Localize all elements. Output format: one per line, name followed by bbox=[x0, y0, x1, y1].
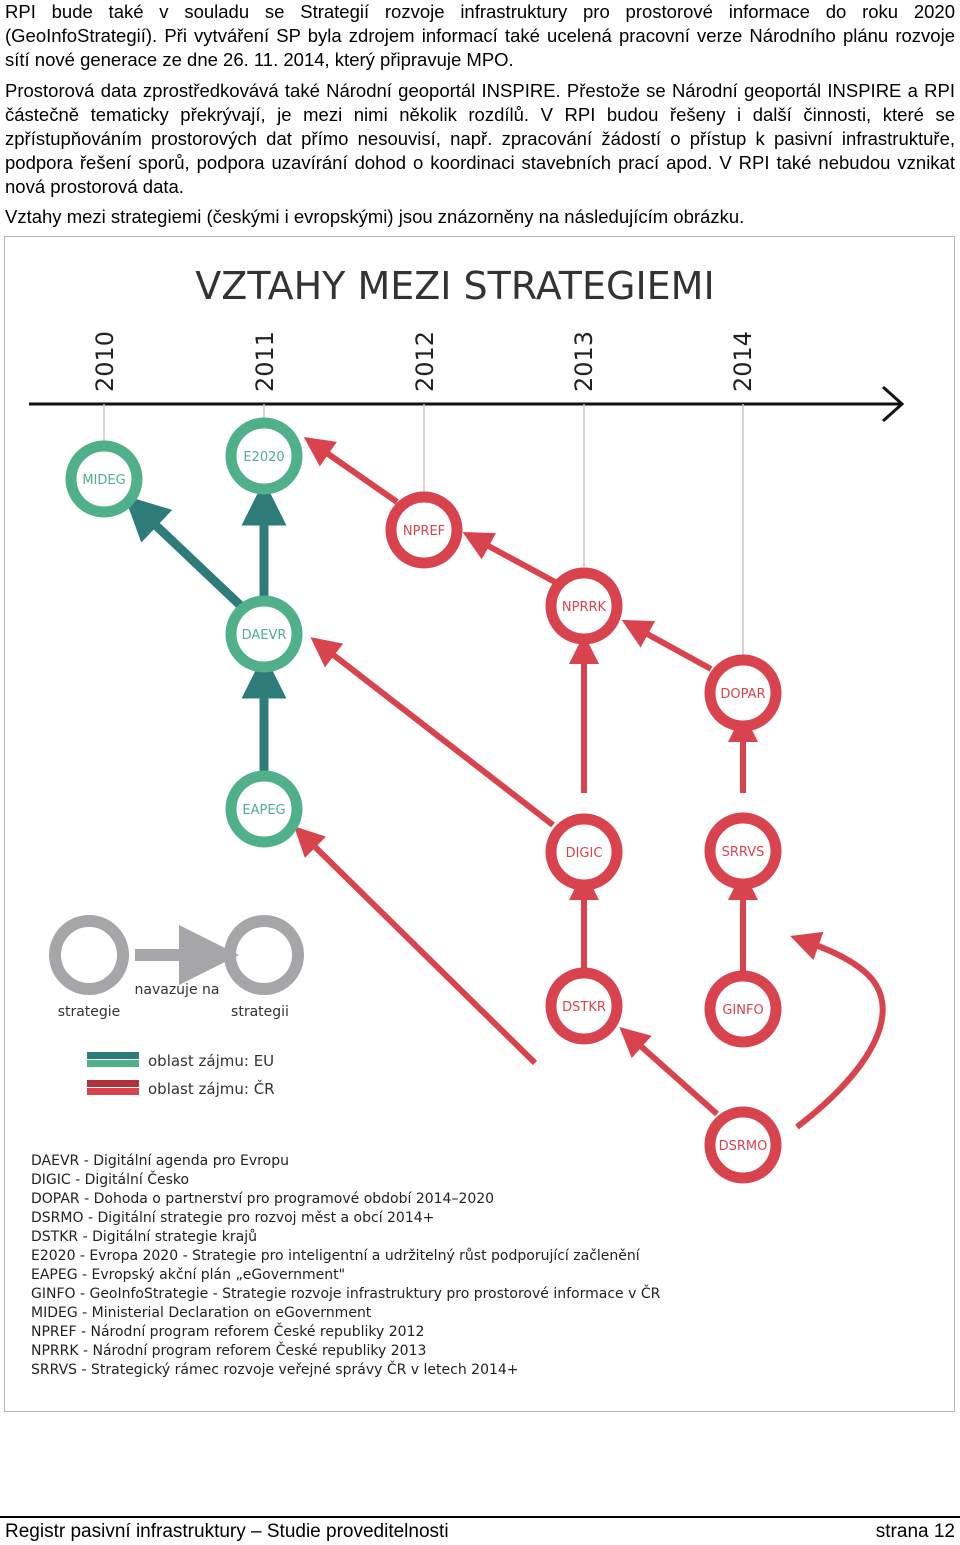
arrow-npref-to-e2020 bbox=[303, 436, 399, 505]
arrow-dsrmo-to-srrvs bbox=[790, 931, 886, 1130]
abbreviation-item: NPRRK - Národní program reforem České re… bbox=[31, 1343, 427, 1359]
year-2011: 2011 bbox=[251, 331, 279, 392]
timeline-arrowhead bbox=[881, 385, 905, 423]
node-dopar bbox=[704, 654, 782, 732]
abbreviation-item: DIGIC - Digitální Česko bbox=[31, 1172, 190, 1188]
node-label-nprrk: NPRRK bbox=[562, 600, 607, 615]
footer-rule bbox=[0, 1516, 960, 1518]
key-cz-label: oblast zájmu: ČR bbox=[148, 1079, 275, 1098]
paragraph-inspire-geoportal: Prostorová data zprostředkovává také Nár… bbox=[5, 80, 955, 197]
node-label-mideg: MIDEG bbox=[82, 473, 125, 488]
node-srrvs bbox=[704, 812, 782, 890]
key-cz-swatch-top bbox=[87, 1080, 139, 1087]
node-digic bbox=[545, 813, 623, 891]
year-2014: 2014 bbox=[729, 331, 757, 392]
key-cz-swatch-bottom bbox=[87, 1088, 139, 1095]
footer-page-number: strana 12 bbox=[875, 1521, 955, 1542]
key-strategy-right-label: strategii bbox=[231, 1004, 289, 1020]
key-strategy-circle-right bbox=[224, 915, 304, 995]
node-label-dstkr: DSTKR bbox=[562, 1000, 606, 1015]
strategy-relations-figure: VZTAHY MEZI STRATEGIEMI 2010 2011 2012 2… bbox=[4, 236, 955, 1412]
node-daevr bbox=[225, 595, 303, 673]
node-dsrmo bbox=[704, 1106, 782, 1184]
key-strategy-left-label: strategie bbox=[58, 1004, 121, 1020]
footer-document-title: Registr pasivní infrastruktury – Studie … bbox=[5, 1521, 449, 1542]
arrow-dstkr-to-eapeg bbox=[294, 826, 538, 1066]
node-label-dopar: DOPAR bbox=[720, 687, 765, 702]
key-eu-swatch-bottom bbox=[87, 1060, 139, 1067]
key-relation-label: navazuje na bbox=[135, 982, 220, 998]
key-strategy-circle-left bbox=[49, 915, 129, 995]
arrow-digic-to-daevr bbox=[310, 637, 555, 828]
arrow-nprrk-to-npref bbox=[462, 532, 557, 585]
node-ginfo bbox=[704, 970, 782, 1048]
arrow-dsrmo-to-digic bbox=[619, 1027, 719, 1117]
abbreviation-item: DAEVR - Digitální agenda pro Evropu bbox=[31, 1153, 289, 1169]
abbreviation-item: DSRMO - Digitální strategie pro rozvoj m… bbox=[31, 1210, 435, 1226]
abbreviation-item: NPREF - Národní program reforem České re… bbox=[31, 1324, 425, 1340]
strategy-relations-diagram: VZTAHY MEZI STRATEGIEMI 2010 2011 2012 2… bbox=[29, 264, 905, 1184]
node-eapeg bbox=[225, 770, 303, 848]
abbreviation-item: SRRVS - Strategický rámec rozvoje veřejn… bbox=[31, 1362, 519, 1378]
year-2012: 2012 bbox=[411, 331, 439, 392]
abbreviation-item: GINFO - GeoInfoStrategie - Strategie roz… bbox=[31, 1286, 661, 1302]
key-eu-label: oblast zájmu: EU bbox=[148, 1052, 274, 1070]
node-label-daevr: DAEVR bbox=[242, 628, 287, 643]
year-2013: 2013 bbox=[570, 331, 598, 392]
node-dstkr bbox=[545, 967, 623, 1045]
abbreviation-list: DAEVR - Digitální agenda pro Evropu DIGI… bbox=[31, 1152, 660, 1380]
node-e2020 bbox=[225, 417, 303, 495]
key-eu-swatch-top bbox=[87, 1052, 139, 1059]
node-mideg bbox=[65, 440, 143, 518]
abbreviation-item: DSTKR - Digitální strategie krajů bbox=[31, 1229, 257, 1245]
node-label-e2020: E2020 bbox=[243, 450, 284, 465]
figure-title: VZTAHY MEZI STRATEGIEMI bbox=[195, 264, 714, 308]
node-label-dsrmo: DSRMO bbox=[719, 1139, 768, 1154]
node-npref bbox=[385, 491, 463, 569]
abbreviation-item: EAPEG - Evropský akční plán „eGovernment… bbox=[31, 1267, 346, 1283]
paragraph-geoinfostrategy: RPI bude také v souladu se Strategií roz… bbox=[5, 1, 955, 70]
abbreviation-item: DOPAR - Dohoda o partnerství pro program… bbox=[31, 1191, 495, 1207]
arrow-daevr-to-mideg bbox=[124, 495, 246, 611]
node-label-srrvs: SRRVS bbox=[722, 845, 765, 860]
node-label-eapeg: EAPEG bbox=[242, 803, 285, 818]
arrow-dopar-to-nprrk bbox=[621, 619, 713, 672]
abbreviation-item: MIDEG - Ministerial Declaration on eGove… bbox=[31, 1305, 372, 1321]
year-2010: 2010 bbox=[91, 331, 119, 392]
node-label-digic: DIGIC bbox=[566, 846, 603, 861]
paragraph-figure-intro: Vztahy mezi strategiemi (českými i evrop… bbox=[5, 206, 745, 227]
node-label-npref: NPREF bbox=[403, 524, 445, 539]
node-nprrk bbox=[545, 567, 623, 645]
node-label-ginfo: GINFO bbox=[722, 1003, 763, 1018]
abbreviation-item: E2020 - Evropa 2020 - Strategie pro inte… bbox=[31, 1248, 640, 1264]
